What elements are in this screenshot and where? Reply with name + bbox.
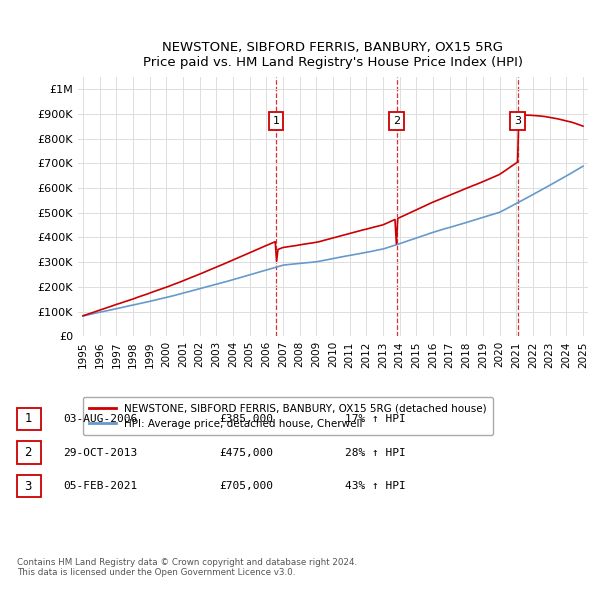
Text: 1: 1: [25, 412, 32, 425]
Legend: NEWSTONE, SIBFORD FERRIS, BANBURY, OX15 5RG (detached house), HPI: Average price: NEWSTONE, SIBFORD FERRIS, BANBURY, OX15 …: [83, 397, 493, 435]
Title: NEWSTONE, SIBFORD FERRIS, BANBURY, OX15 5RG
Price paid vs. HM Land Registry's Ho: NEWSTONE, SIBFORD FERRIS, BANBURY, OX15 …: [143, 41, 523, 68]
Text: 28% ↑ HPI: 28% ↑ HPI: [345, 448, 406, 457]
Text: 2: 2: [393, 116, 400, 126]
Text: £705,000: £705,000: [219, 481, 273, 491]
Text: Contains HM Land Registry data © Crown copyright and database right 2024.
This d: Contains HM Land Registry data © Crown c…: [17, 558, 357, 577]
Text: 05-FEB-2021: 05-FEB-2021: [63, 481, 137, 491]
Text: £475,000: £475,000: [219, 448, 273, 457]
Text: 03-AUG-2006: 03-AUG-2006: [63, 414, 137, 424]
Text: 2: 2: [25, 446, 32, 459]
Text: 1: 1: [272, 116, 280, 126]
Text: 17% ↑ HPI: 17% ↑ HPI: [345, 414, 406, 424]
Text: 43% ↑ HPI: 43% ↑ HPI: [345, 481, 406, 491]
Text: 3: 3: [25, 480, 32, 493]
Text: 29-OCT-2013: 29-OCT-2013: [63, 448, 137, 457]
Text: £385,000: £385,000: [219, 414, 273, 424]
Text: 3: 3: [514, 116, 521, 126]
